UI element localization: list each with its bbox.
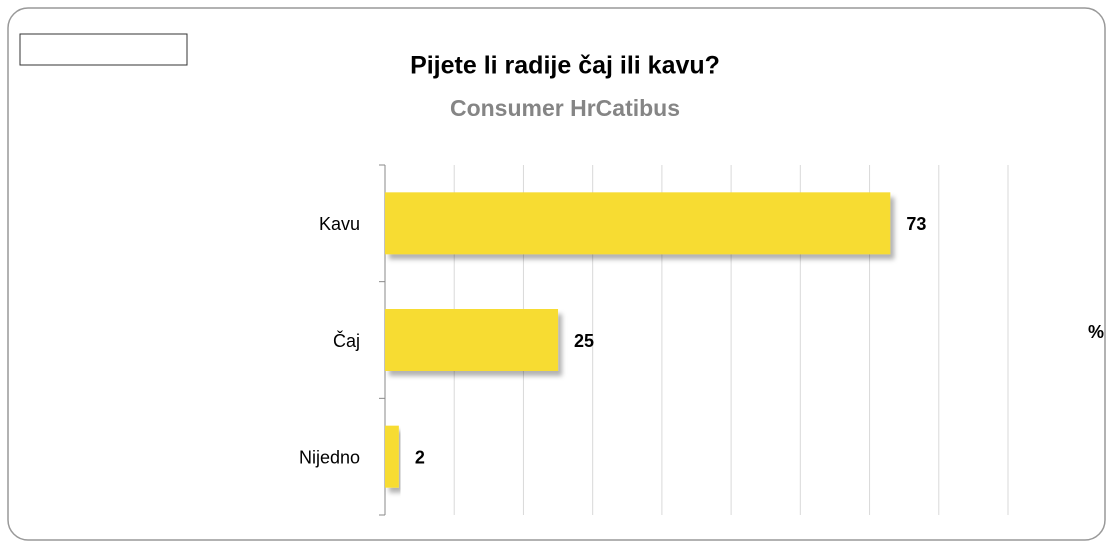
value-label: 2 bbox=[415, 447, 425, 467]
value-label: 73 bbox=[906, 214, 926, 234]
value-label: 25 bbox=[574, 331, 594, 351]
bar bbox=[385, 192, 891, 255]
y-tick-label: Čaj bbox=[333, 330, 360, 351]
chart-subtitle: Consumer HrCatibus bbox=[450, 95, 680, 121]
y-tick-label: Kavu bbox=[319, 214, 360, 234]
chart-title: Pijete li radije čaj ili kavu? bbox=[410, 52, 720, 80]
y-tick-label: Nijedno bbox=[299, 447, 360, 467]
x-axis-label: % bbox=[1088, 322, 1104, 342]
bar bbox=[385, 309, 559, 371]
frame bbox=[7, 7, 1106, 541]
bar bbox=[385, 425, 399, 488]
placeholder-box bbox=[19, 33, 188, 66]
